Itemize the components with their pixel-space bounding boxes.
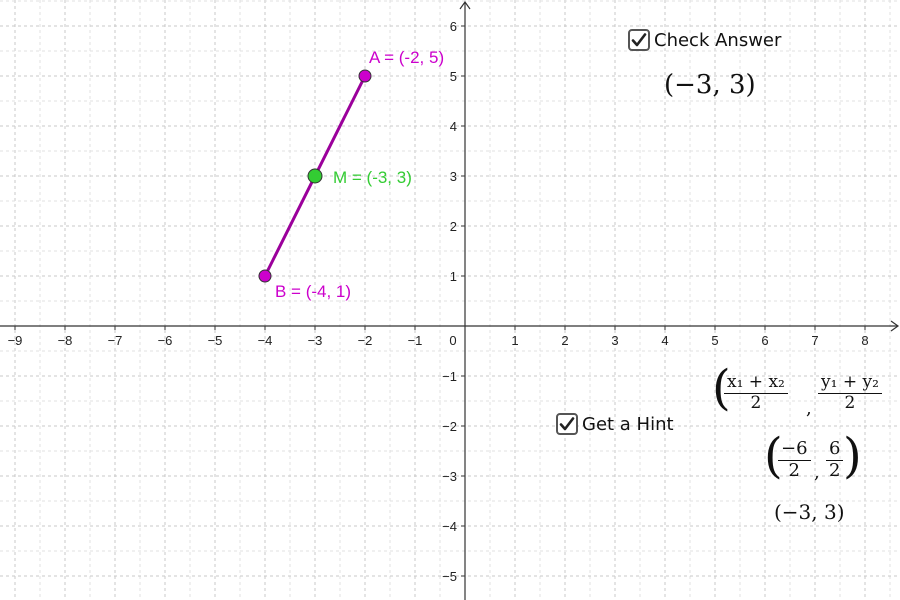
point-b-label: B = (-4, 1) [275, 282, 351, 301]
y-tick-label: −5 [442, 569, 457, 584]
get-hint-checkbox[interactable]: Get a Hint [556, 413, 674, 435]
left-paren: ( [764, 428, 783, 484]
point-b [258, 269, 272, 283]
x-tick-label: −1 [408, 333, 423, 348]
y-numerator: y₁ + y₂ [818, 372, 882, 394]
point-m [307, 168, 323, 184]
x-tick-label: −2 [358, 333, 373, 348]
y-tick-label: 1 [450, 269, 457, 284]
check-answer-checkbox[interactable]: Check Answer [628, 29, 781, 51]
checkmark-icon [559, 417, 575, 431]
y-tick-label: 4 [450, 119, 457, 134]
y-tick-label: −4 [442, 519, 457, 534]
hint-result: (−3, 3) [774, 500, 845, 524]
x-fraction: −6 2 [778, 438, 811, 481]
x-axis-arrow-icon [890, 320, 900, 332]
y-fraction: 6 2 [826, 438, 844, 481]
y-numerator: 6 [826, 438, 844, 461]
y-tick-label: 2 [450, 219, 457, 234]
x-numerator: x₁ + x₂ [724, 372, 788, 394]
check-answer-label: Check Answer [654, 29, 782, 51]
answer-text: (−3, 3) [664, 70, 756, 100]
get-hint-label: Get a Hint [582, 413, 674, 435]
point-a-label: A = (-2, 5) [369, 48, 444, 67]
x-denominator: 2 [750, 392, 762, 413]
x-tick-label: 6 [761, 333, 768, 348]
y-fraction: y₁ + y₂ 2 [818, 372, 882, 413]
comma: , [806, 398, 812, 419]
point-m-label: M = (-3, 3) [333, 168, 412, 187]
y-tick-label: 5 [450, 69, 457, 84]
x-tick-label: −8 [58, 333, 73, 348]
x-tick-label: 7 [811, 333, 818, 348]
checkmark-icon [631, 33, 647, 47]
y-denominator: 2 [844, 392, 856, 413]
x-tick-label: 1 [511, 333, 518, 348]
x-tick-label: 2 [561, 333, 568, 348]
x-tick-label: 0 [449, 333, 456, 348]
x-tick-label: 5 [711, 333, 718, 348]
y-tick-label: −3 [442, 469, 457, 484]
y-tick-label: −2 [442, 419, 457, 434]
y-denominator: 2 [829, 459, 841, 481]
y-tick-label: 3 [450, 169, 457, 184]
x-tick-label: 4 [661, 333, 668, 348]
x-numerator: −6 [778, 438, 811, 461]
checkbox-box[interactable] [556, 413, 578, 435]
y-tick-label: −1 [442, 369, 457, 384]
right-paren: ) [843, 428, 862, 484]
x-tick-label: −9 [8, 333, 23, 348]
x-tick-label: −7 [108, 333, 123, 348]
x-tick-label: −3 [308, 333, 323, 348]
x-tick-label: −6 [158, 333, 173, 348]
x-fraction: x₁ + x₂ 2 [724, 372, 788, 413]
y-tick-label: 6 [450, 19, 457, 34]
x-denominator: 2 [788, 459, 800, 481]
left-paren: ( [712, 360, 731, 416]
x-tick-label: 3 [611, 333, 618, 348]
point-a [358, 69, 372, 83]
comma: , [814, 462, 820, 483]
x-tick-label: −5 [208, 333, 223, 348]
checkbox-box[interactable] [628, 29, 650, 51]
y-axis-arrow-icon [459, 0, 471, 10]
x-tick-label: 8 [861, 333, 868, 348]
x-tick-label: −4 [258, 333, 273, 348]
